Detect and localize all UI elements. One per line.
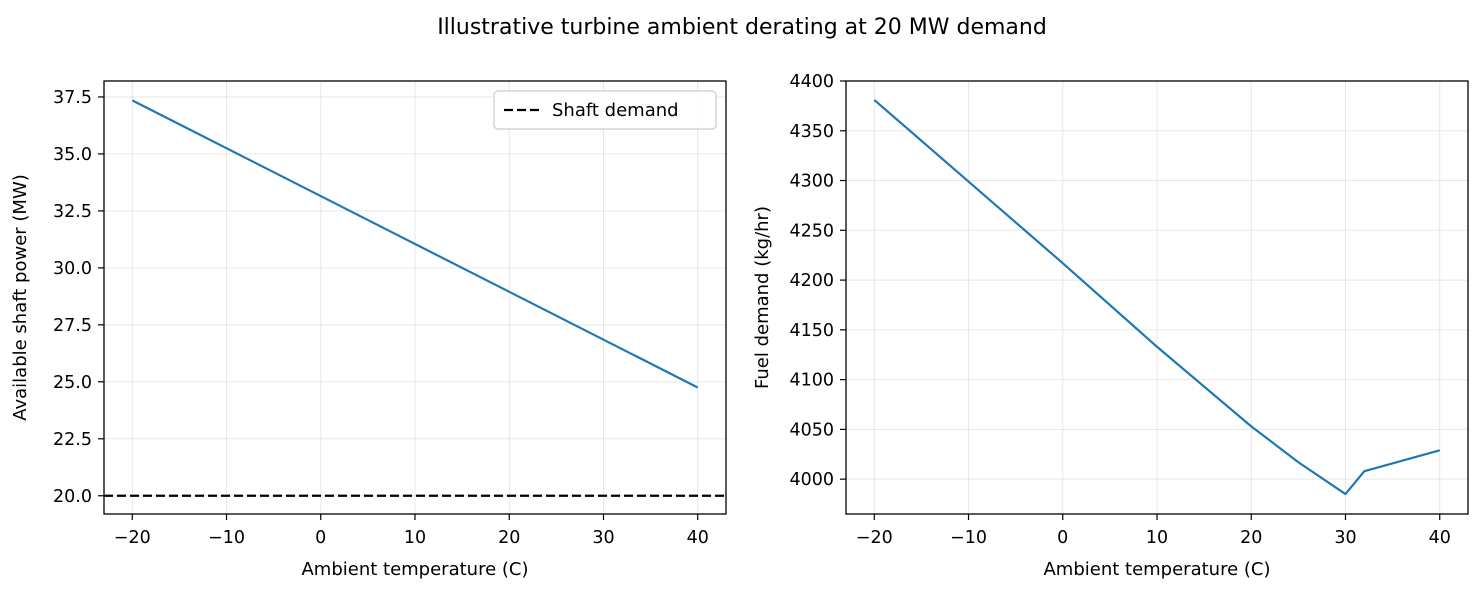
legend: Shaft demand — [493, 90, 717, 130]
chart-power: −20 −10 0 10 20 30 40 20.0 22.5 25.0 27.5 30.0 32.5 3… — [10, 80, 727, 580]
y-tick-label: 4300 — [789, 172, 834, 192]
y-tick-label: 4050 — [789, 420, 834, 440]
x-tick-label: −10 — [950, 528, 987, 548]
legend-label-shaft-demand: Shaft demand — [552, 100, 679, 121]
y-tick-label: 4250 — [789, 221, 834, 241]
x-tick-label: 10 — [1146, 528, 1168, 548]
y-axis-label: Fuel demand (kg/hr) — [752, 206, 773, 389]
y-tick-label: 35.0 — [53, 145, 92, 165]
legend-box — [493, 90, 717, 130]
y-tick-label: 37.5 — [53, 88, 92, 108]
y-tick-label: 4150 — [789, 321, 834, 341]
y-tick-label: 32.5 — [53, 202, 92, 222]
x-tick-label: 20 — [498, 528, 520, 548]
x-tick-label: 30 — [1334, 528, 1356, 548]
y-tick-label: 4200 — [789, 271, 834, 291]
y-tick-label: 4100 — [789, 371, 834, 391]
x-axis-label: Ambient temperature (C) — [1043, 559, 1270, 580]
y-tick-label: 4000 — [789, 470, 834, 490]
x-tick-label: −10 — [208, 528, 245, 548]
x-tick-label: 0 — [1057, 528, 1068, 548]
series-line-0 — [131, 99, 699, 389]
figure-title: Illustrative turbine ambient derating at… — [437, 15, 1047, 40]
y-tick-label: 20.0 — [53, 487, 92, 507]
y-axis-label: Available shaft power (MW) — [10, 174, 31, 421]
series-line-0 — [873, 99, 1441, 496]
y-tick-label: 22.5 — [53, 430, 92, 450]
chart-fuel: −20 −10 0 10 20 30 40 4000 4050 4100 4150 4200 4250 4… — [752, 72, 1469, 580]
y-tick-label: 4400 — [789, 72, 834, 92]
x-tick-label: −20 — [856, 528, 893, 548]
y-tick-label: 27.5 — [53, 316, 92, 336]
y-tick-label: 4350 — [789, 122, 834, 142]
x-tick-label: 20 — [1240, 528, 1262, 548]
x-tick-label: 30 — [592, 528, 614, 548]
x-axis-label: Ambient temperature (C) — [301, 559, 528, 580]
x-tick-label: 0 — [315, 528, 326, 548]
x-tick-label: 40 — [687, 528, 709, 548]
y-tick-label: 30.0 — [53, 259, 92, 279]
x-tick-label: 40 — [1429, 528, 1451, 548]
x-tick-label: −20 — [114, 528, 151, 548]
y-tick-label: 25.0 — [53, 373, 92, 393]
x-tick-label: 10 — [404, 528, 426, 548]
